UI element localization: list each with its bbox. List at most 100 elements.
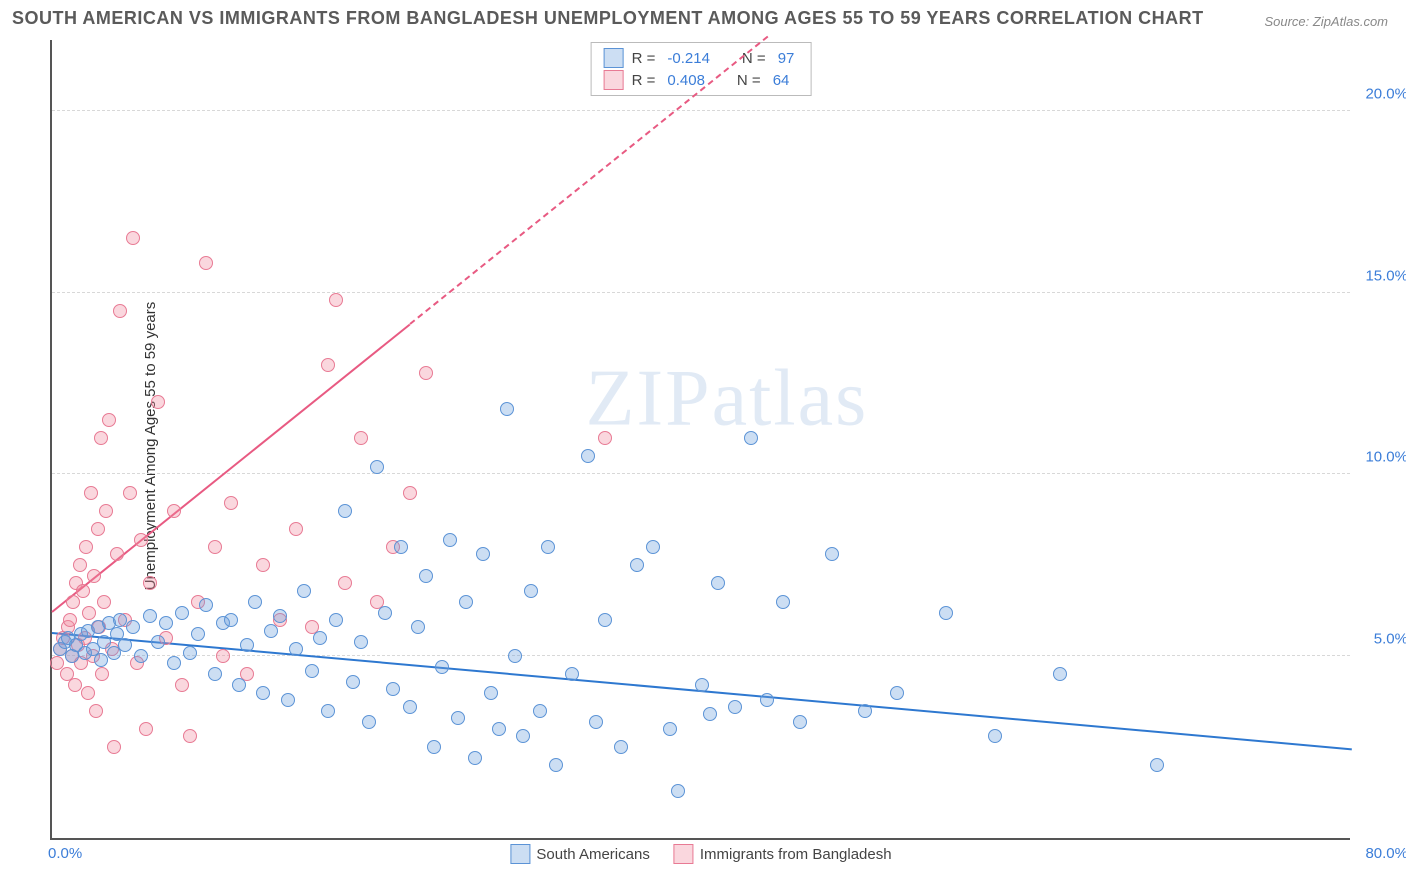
scatter-point-blue [199,598,213,612]
scatter-point-pink [143,576,157,590]
scatter-point-blue [159,616,173,630]
scatter-plot-area: ZIPatlas R = -0.214 N = 97 R = 0.408 N =… [50,40,1350,840]
trend-line [51,324,410,613]
bottom-legend: South Americans Immigrants from Banglade… [510,844,891,864]
scatter-point-blue [549,758,563,772]
scatter-point-pink [81,686,95,700]
scatter-point-blue [500,402,514,416]
legend-label-blue: South Americans [536,846,649,863]
scatter-point-blue [476,547,490,561]
legend-label-pink: Immigrants from Bangladesh [700,846,892,863]
scatter-point-blue [589,715,603,729]
scatter-point-pink [167,504,181,518]
stat-r-pink: 0.408 [667,72,705,89]
scatter-point-pink [256,558,270,572]
scatter-point-pink [107,740,121,754]
scatter-point-blue [346,675,360,689]
scatter-point-blue [248,595,262,609]
scatter-point-blue [541,540,555,554]
scatter-point-blue [175,606,189,620]
scatter-point-blue [232,678,246,692]
scatter-point-pink [84,486,98,500]
scatter-point-blue [94,653,108,667]
swatch-pink [604,70,624,90]
scatter-point-pink [208,540,222,554]
scatter-point-pink [97,595,111,609]
stat-r-blue: -0.214 [667,50,710,67]
gridline [52,655,1350,656]
scatter-point-pink [419,366,433,380]
scatter-point-blue [646,540,660,554]
scatter-point-pink [134,533,148,547]
stat-r-label: R = [632,72,656,89]
scatter-point-pink [94,431,108,445]
scatter-point-blue [394,540,408,554]
stat-n-label: N = [737,72,761,89]
scatter-point-pink [183,729,197,743]
watermark-zip: ZIP [586,355,712,443]
scatter-point-blue [386,682,400,696]
swatch-blue [510,844,530,864]
scatter-point-blue [744,431,758,445]
scatter-point-blue [370,460,384,474]
scatter-point-blue [711,576,725,590]
scatter-point-blue [581,449,595,463]
swatch-pink [674,844,694,864]
scatter-point-blue [533,704,547,718]
scatter-point-pink [110,547,124,561]
scatter-point-blue [451,711,465,725]
scatter-point-blue [793,715,807,729]
scatter-point-blue [776,595,790,609]
chart-title: SOUTH AMERICAN VS IMMIGRANTS FROM BANGLA… [12,8,1204,29]
scatter-point-blue [305,664,319,678]
legend-item-blue: South Americans [510,844,649,864]
stat-n-pink: 64 [773,72,790,89]
stat-n-blue: 97 [778,50,795,67]
scatter-point-blue [695,678,709,692]
scatter-point-blue [297,584,311,598]
scatter-point-pink [79,540,93,554]
scatter-point-blue [256,686,270,700]
scatter-point-blue [313,631,327,645]
scatter-point-blue [443,533,457,547]
scatter-point-pink [199,256,213,270]
scatter-point-pink [289,522,303,536]
scatter-point-blue [354,635,368,649]
scatter-point-blue [630,558,644,572]
trend-line [409,36,768,325]
source-attribution: Source: ZipAtlas.com [1264,14,1388,29]
scatter-point-blue [890,686,904,700]
scatter-point-pink [63,613,77,627]
scatter-point-blue [703,707,717,721]
scatter-point-blue [484,686,498,700]
scatter-point-pink [95,667,109,681]
scatter-point-blue [403,700,417,714]
stat-r-label: R = [632,50,656,67]
watermark: ZIPatlas [586,354,869,445]
scatter-point-blue [1053,667,1067,681]
x-axis-tick-min: 0.0% [48,845,82,862]
scatter-point-blue [508,649,522,663]
scatter-point-blue [113,613,127,627]
scatter-point-blue [565,667,579,681]
scatter-point-blue [760,693,774,707]
scatter-point-blue [939,606,953,620]
scatter-point-blue [167,656,181,670]
y-axis-tick: 15.0% [1365,267,1406,284]
scatter-point-blue [208,667,222,681]
scatter-point-pink [102,413,116,427]
y-axis-tick: 20.0% [1365,85,1406,102]
scatter-point-blue [858,704,872,718]
scatter-point-blue [273,609,287,623]
scatter-point-pink [89,704,103,718]
scatter-point-blue [728,700,742,714]
scatter-point-pink [175,678,189,692]
scatter-point-blue [411,620,425,634]
scatter-point-pink [329,293,343,307]
x-axis-tick-max: 80.0% [1365,845,1406,862]
scatter-point-pink [139,722,153,736]
scatter-point-pink [113,304,127,318]
scatter-point-blue [825,547,839,561]
scatter-point-blue [663,722,677,736]
scatter-point-blue [134,649,148,663]
